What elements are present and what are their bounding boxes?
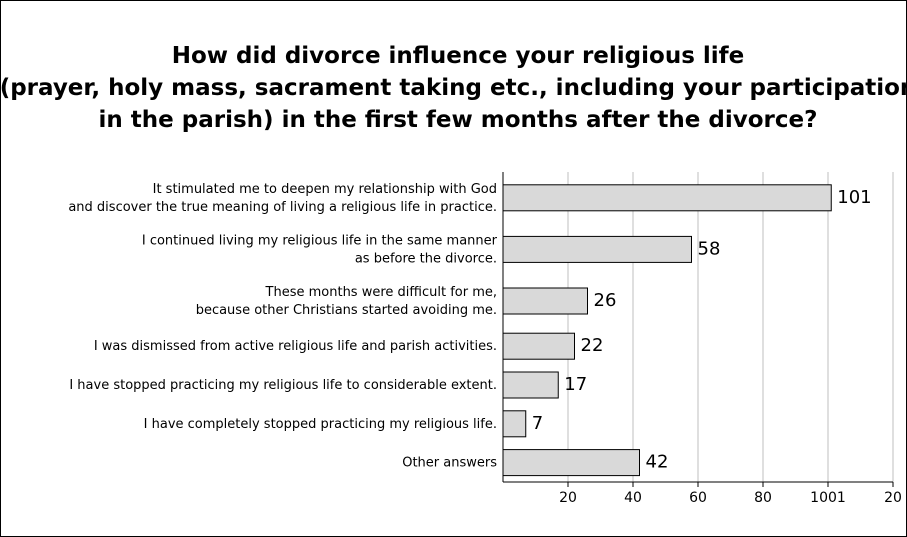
value-label: 101 [837,187,871,208]
value-label: 17 [564,374,587,395]
value-label: 26 [594,290,617,311]
y-tick-label: I was dismissed from active religious li… [94,339,497,354]
y-tick-label: These months were difficult for me, becau… [196,285,497,318]
y-tick-label: Other answers [402,455,497,470]
value-label: 42 [646,452,669,473]
bar [502,410,527,438]
chart-title: How did divorce influence your religious… [0,43,907,133]
bar [502,184,832,212]
y-tick-label: I have completely stopped practicing my … [144,416,497,431]
x-tick-label: 60 [689,490,707,506]
x-tick-label: 40 [624,490,642,506]
bar [502,235,692,263]
bar [502,371,559,399]
y-tick-label: It stimulated me to deepen my relationsh… [68,181,497,214]
bar [502,449,640,477]
value-label: 22 [581,335,604,356]
x-tick-label: 20 [559,490,577,506]
y-tick-label: I have stopped practicing my religious l… [69,378,497,393]
bar [502,332,575,360]
x-tick-label: 80 [754,490,772,506]
value-label: 7 [532,413,543,434]
x-tick-label: 1001 [810,490,846,506]
bar [502,287,588,315]
x-tick-label: 20 [884,490,902,506]
y-tick-label: I continued living my religious life in … [142,233,498,266]
value-label: 58 [698,238,721,259]
